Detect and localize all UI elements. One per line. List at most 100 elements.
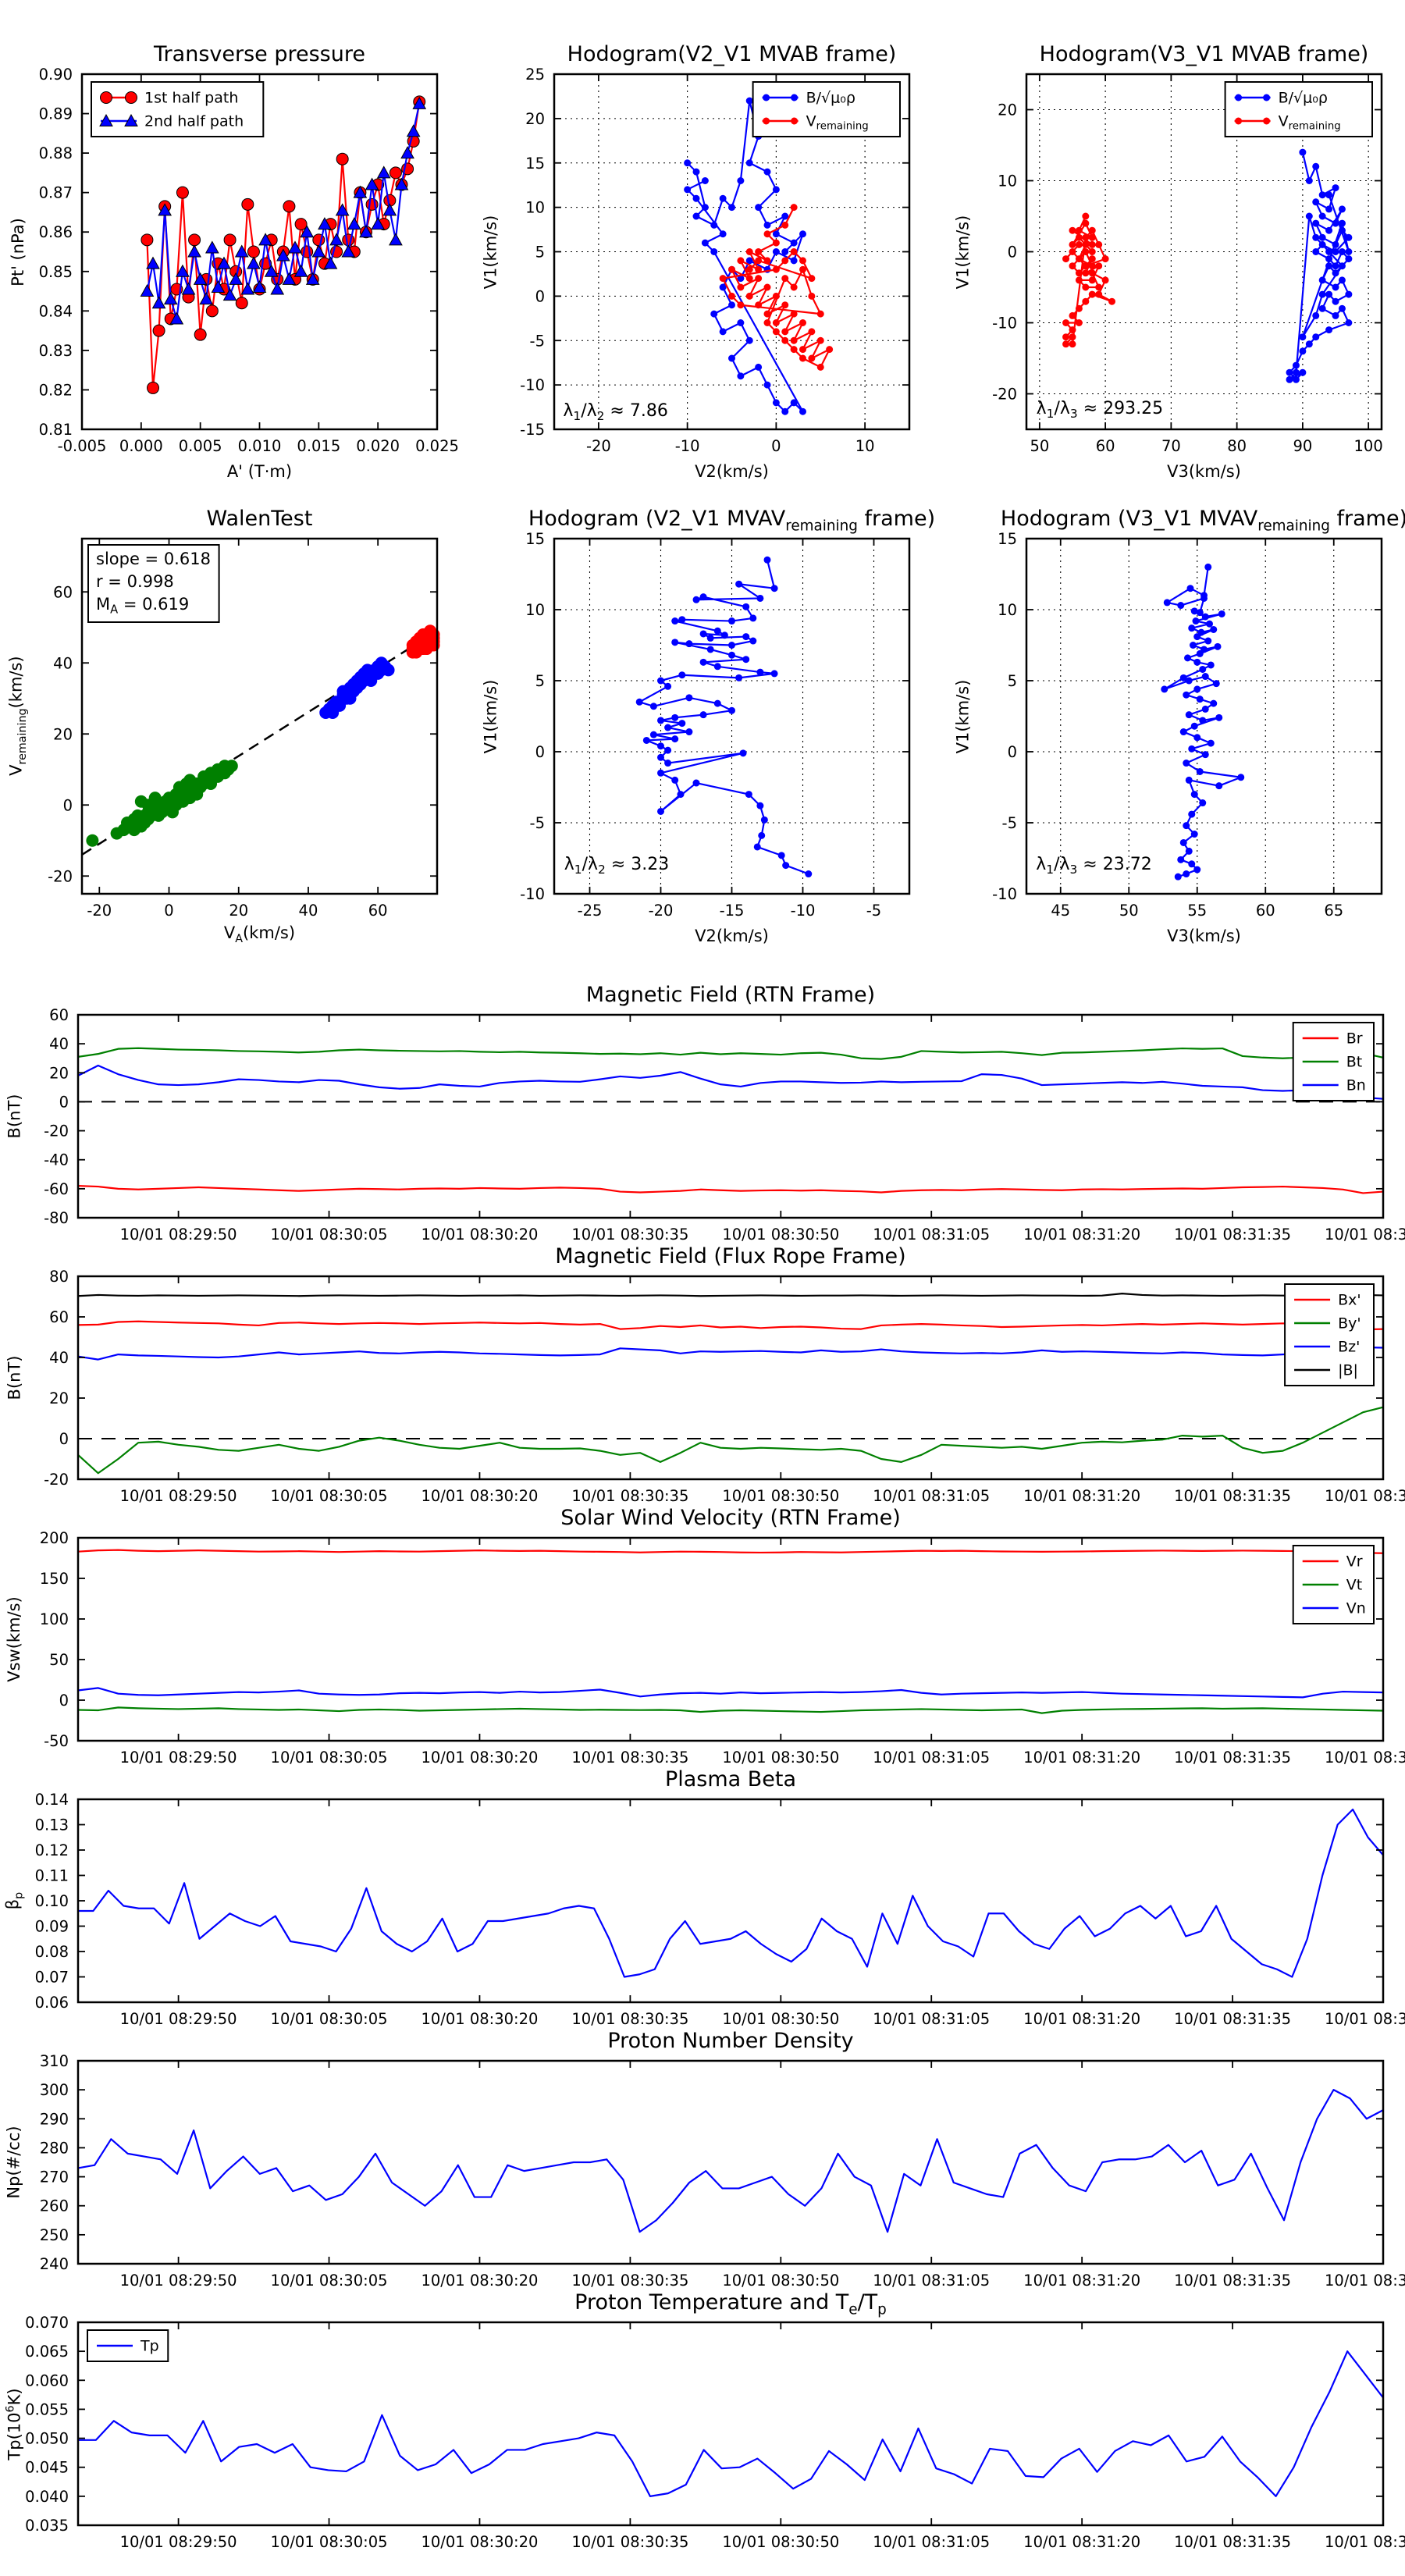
svg-text:10/01 08:31:50: 10/01 08:31:50 — [1325, 1749, 1405, 1767]
y-axis-label: Pt' (nPa) — [9, 217, 28, 286]
svg-text:240: 240 — [40, 2255, 69, 2273]
plot-area-solar-wind-velocity: 10/01 08:29:50 10/01 08:30:05 10/01 08:30:… — [40, 1529, 1405, 1767]
svg-text:-5: -5 — [530, 332, 545, 350]
svg-text:-15: -15 — [720, 902, 745, 920]
svg-text:10/01 08:30:35: 10/01 08:30:35 — [571, 1749, 688, 1767]
svg-text:0.89: 0.89 — [39, 105, 73, 123]
svg-text:-5: -5 — [866, 902, 881, 920]
x-axis-label: V2(km/s) — [695, 462, 769, 481]
y-axis-label: V1(km/s) — [953, 215, 972, 289]
svg-text:25: 25 — [525, 66, 545, 84]
svg-text:90: 90 — [1293, 437, 1312, 455]
svg-text:0.08: 0.08 — [35, 1943, 69, 1961]
svg-text:0.86: 0.86 — [39, 223, 73, 241]
y-axis-label: V1(km/s) — [481, 679, 500, 753]
svg-text:50: 50 — [49, 1651, 69, 1669]
svg-text:10/01 08:31:20: 10/01 08:31:20 — [1023, 1749, 1140, 1767]
svg-text:10/01 08:31:50: 10/01 08:31:50 — [1325, 2010, 1405, 2028]
chart-hodogram-v3v1-mvav: Hodogram (V3_V1 MVAVremaining frame) V1(… — [953, 507, 1405, 945]
plot-area-proton-temperature: 10/01 08:29:50 10/01 08:30:05 10/01 08:30:… — [25, 2314, 1405, 2551]
plot-area-walen-test: -20 0 20 40 60 -20 0 20 40 60 slope = 0.618 r = 0.9… — [48, 537, 440, 920]
svg-text:Vr: Vr — [1346, 1553, 1363, 1571]
svg-text:0: 0 — [59, 1692, 69, 1710]
svg-text:10/01 08:31:35: 10/01 08:31:35 — [1174, 2272, 1291, 2290]
svg-text:r = 0.998: r = 0.998 — [96, 572, 174, 591]
svg-text:10/01 08:31:35: 10/01 08:31:35 — [1174, 1226, 1291, 1244]
svg-text:280: 280 — [40, 2139, 69, 2157]
x-axis-label: V2(km/s) — [695, 927, 769, 945]
svg-text:Bn: Bn — [1346, 1077, 1366, 1094]
svg-text:290: 290 — [40, 2110, 69, 2128]
x-axis-label: A' (T·m) — [226, 462, 293, 481]
svg-text:20: 20 — [49, 1064, 69, 1082]
chart-hodogram-v2v1-mvav: Hodogram (V2_V1 MVAVremaining frame) V1(… — [481, 507, 935, 945]
chart-plasma-beta: Plasma Beta βp 10/01 08:29:50 10/01 08:30… — [3, 1768, 1405, 2029]
svg-text:5: 5 — [535, 244, 545, 262]
svg-text:10/01 08:31:35: 10/01 08:31:35 — [1174, 1487, 1291, 1505]
svg-text:0: 0 — [535, 743, 545, 761]
svg-text:310: 310 — [40, 2052, 69, 2070]
svg-text:0.020: 0.020 — [356, 437, 400, 455]
chart-title: Hodogram(V3_V1 MVAB frame) — [1039, 42, 1369, 66]
svg-text:10/01 08:29:50: 10/01 08:29:50 — [120, 2010, 237, 2028]
svg-text:10/01 08:30:05: 10/01 08:30:05 — [271, 1749, 388, 1767]
svg-text:0: 0 — [63, 796, 73, 814]
svg-text:10/01 08:31:05: 10/01 08:31:05 — [873, 2010, 990, 2028]
svg-text:100: 100 — [1354, 437, 1383, 455]
svg-text:80: 80 — [1227, 437, 1247, 455]
svg-text:0.025: 0.025 — [415, 437, 459, 455]
svg-text:0.050: 0.050 — [25, 2430, 69, 2448]
svg-text:50: 50 — [1119, 902, 1139, 920]
svg-text:10/01 08:30:05: 10/01 08:30:05 — [271, 1487, 388, 1505]
svg-text:0.060: 0.060 — [25, 2371, 69, 2389]
svg-text:0: 0 — [59, 1093, 69, 1111]
svg-text:10/01 08:29:50: 10/01 08:29:50 — [120, 2272, 237, 2290]
svg-text:Tp: Tp — [140, 2338, 159, 2355]
svg-text:10/01 08:31:35: 10/01 08:31:35 — [1174, 1749, 1291, 1767]
svg-text:50: 50 — [1030, 437, 1049, 455]
svg-text:λ1/λ2 ≈ 7.86: λ1/λ2 ≈ 7.86 — [563, 401, 667, 423]
y-axis-label: V1(km/s) — [481, 215, 500, 289]
svg-text:10/01 08:29:50: 10/01 08:29:50 — [120, 1749, 237, 1767]
chart-title: Proton Temperature and Te/Tp — [574, 2290, 887, 2318]
chart-magnetic-field-flux-rope: Magnetic Field (Flux Rope Frame) B(nT) 1… — [5, 1245, 1405, 1506]
svg-text:100: 100 — [40, 1610, 69, 1628]
svg-text:0.12: 0.12 — [35, 1841, 69, 1859]
chart-title: Hodogram (V3_V1 MVAVremaining frame) — [1000, 507, 1405, 535]
svg-text:10/01 08:31:05: 10/01 08:31:05 — [873, 1749, 990, 1767]
svg-text:-20: -20 — [44, 1471, 69, 1489]
svg-text:10: 10 — [998, 601, 1017, 619]
svg-text:Bx': Bx' — [1338, 1292, 1361, 1309]
svg-text:0.070: 0.070 — [25, 2314, 69, 2332]
svg-text:300: 300 — [40, 2081, 69, 2099]
svg-text:-10: -10 — [520, 885, 545, 903]
svg-text:10/01 08:30:50: 10/01 08:30:50 — [722, 1487, 839, 1505]
svg-text:0.035: 0.035 — [25, 2517, 69, 2535]
svg-text:0.015: 0.015 — [297, 437, 340, 455]
svg-text:2nd half path: 2nd half path — [144, 113, 244, 130]
svg-text:45: 45 — [1051, 902, 1070, 920]
chart-title: Magnetic Field (Flux Rope Frame) — [555, 1244, 906, 1268]
svg-text:10/01 08:30:20: 10/01 08:30:20 — [421, 1226, 538, 1244]
svg-text:20: 20 — [49, 1389, 69, 1407]
chart-solar-wind-velocity: Solar Wind Velocity (RTN Frame) Vsw(km/s… — [5, 1507, 1405, 1767]
chart-proton-number-density: Proton Number Density Np(#/cc) 10/01 08:… — [5, 2030, 1405, 2290]
svg-text:Br: Br — [1346, 1030, 1363, 1048]
svg-text:0.85: 0.85 — [39, 263, 73, 281]
svg-text:270: 270 — [40, 2169, 69, 2186]
svg-text:10/01 08:30:20: 10/01 08:30:20 — [421, 2010, 538, 2028]
svg-text:10/01 08:30:35: 10/01 08:30:35 — [571, 2272, 688, 2290]
svg-text:10/01 08:31:05: 10/01 08:31:05 — [873, 2272, 990, 2290]
y-axis-label: V1(km/s) — [953, 679, 972, 753]
svg-text:0: 0 — [771, 437, 781, 455]
svg-text:0.09: 0.09 — [35, 1918, 69, 1936]
svg-text:0.055: 0.055 — [25, 2400, 69, 2418]
svg-text:0.82: 0.82 — [39, 381, 73, 399]
svg-text:0.000: 0.000 — [119, 437, 163, 455]
svg-text:15: 15 — [525, 155, 545, 173]
svg-text:10/01 08:30:35: 10/01 08:30:35 — [571, 1487, 688, 1505]
svg-text:0.005: 0.005 — [179, 437, 222, 455]
svg-text:-20: -20 — [649, 902, 674, 920]
svg-text:-40: -40 — [44, 1151, 69, 1169]
svg-text:-20: -20 — [87, 902, 112, 920]
